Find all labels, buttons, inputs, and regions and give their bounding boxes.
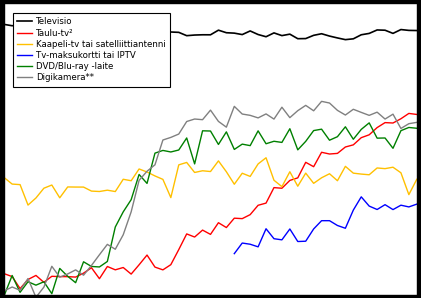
DVD/Blu-ray -laite <box>367 121 372 125</box>
Taulu-tv² <box>414 113 419 116</box>
Kaapeli-tv tai satelliittiantenni <box>248 175 253 178</box>
Digikamera** <box>272 117 277 121</box>
Line: Taulu-tv²: Taulu-tv² <box>4 114 417 288</box>
DVD/Blu-ray -laite <box>2 294 7 297</box>
Televisio <box>2 23 7 26</box>
Digikamera** <box>256 116 261 120</box>
Kaapeli-tv tai satelliittiantenni <box>335 179 340 182</box>
Line: Tv-maksukortti tai IPTV: Tv-maksukortti tai IPTV <box>234 197 417 254</box>
Taulu-tv² <box>248 213 253 216</box>
Digikamera** <box>414 121 419 124</box>
Line: Televisio: Televisio <box>4 24 417 40</box>
Televisio <box>414 29 419 32</box>
Taulu-tv² <box>406 112 411 115</box>
Tv-maksukortti tai IPTV <box>264 227 269 231</box>
Tv-maksukortti tai IPTV <box>319 219 324 223</box>
Televisio <box>280 34 285 38</box>
DVD/Blu-ray -laite <box>264 142 269 145</box>
Taulu-tv² <box>327 152 332 156</box>
Televisio <box>327 34 332 38</box>
Televisio <box>121 29 126 32</box>
Legend: Televisio, Taulu-tv², Kaapeli-tv tai satelliittiantenni, Tv-maksukortti tai IPTV: Televisio, Taulu-tv², Kaapeli-tv tai sat… <box>13 13 170 86</box>
Televisio <box>343 38 348 41</box>
Kaapeli-tv tai satelliittiantenni <box>414 178 419 181</box>
Digikamera** <box>248 114 253 117</box>
Line: Digikamera**: Digikamera** <box>4 101 417 297</box>
Taulu-tv² <box>280 187 285 190</box>
Kaapeli-tv tai satelliittiantenni <box>2 176 7 179</box>
Taulu-tv² <box>18 287 23 290</box>
Tv-maksukortti tai IPTV <box>367 204 372 208</box>
Line: DVD/Blu-ray -laite: DVD/Blu-ray -laite <box>4 123 417 295</box>
DVD/Blu-ray -laite <box>375 136 380 140</box>
Digikamera** <box>2 289 7 293</box>
Digikamera** <box>33 296 38 298</box>
Taulu-tv² <box>2 272 7 275</box>
Line: Kaapeli-tv tai satelliittiantenni: Kaapeli-tv tai satelliittiantenni <box>4 158 417 205</box>
DVD/Blu-ray -laite <box>113 225 118 229</box>
Kaapeli-tv tai satelliittiantenni <box>264 156 269 159</box>
Tv-maksukortti tai IPTV <box>414 202 419 206</box>
DVD/Blu-ray -laite <box>240 142 245 146</box>
Taulu-tv² <box>272 186 277 190</box>
Televisio <box>256 33 261 36</box>
Televisio <box>272 31 277 35</box>
Digikamera** <box>319 100 324 103</box>
Digikamera** <box>280 105 285 109</box>
Tv-maksukortti tai IPTV <box>248 243 253 246</box>
Kaapeli-tv tai satelliittiantenni <box>287 170 292 173</box>
Digikamera** <box>335 108 340 112</box>
DVD/Blu-ray -laite <box>248 144 253 148</box>
DVD/Blu-ray -laite <box>319 127 324 131</box>
DVD/Blu-ray -laite <box>414 126 419 130</box>
Tv-maksukortti tai IPTV <box>240 241 245 245</box>
Televisio <box>248 29 253 33</box>
Kaapeli-tv tai satelliittiantenni <box>256 162 261 166</box>
Kaapeli-tv tai satelliittiantenni <box>26 203 31 207</box>
Kaapeli-tv tai satelliittiantenni <box>280 185 285 188</box>
Taulu-tv² <box>256 204 261 207</box>
Taulu-tv² <box>121 266 126 269</box>
Kaapeli-tv tai satelliittiantenni <box>121 178 126 181</box>
Digikamera** <box>121 233 126 237</box>
Televisio <box>26 22 31 25</box>
